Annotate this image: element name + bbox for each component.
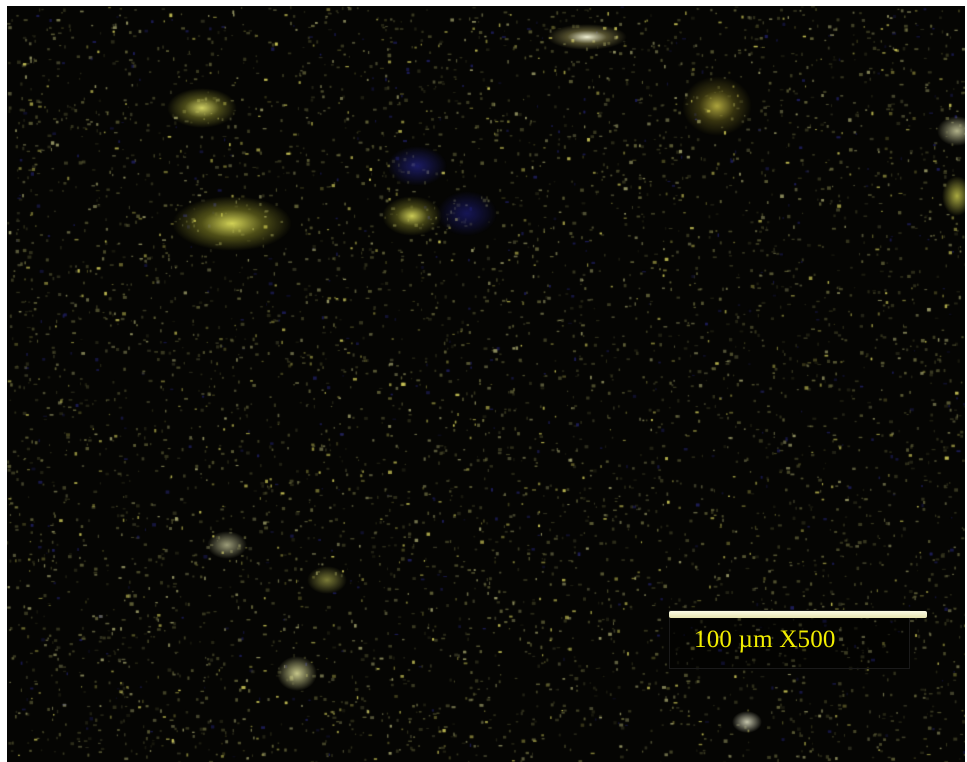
micrograph-texture — [7, 6, 965, 762]
scale-bar — [669, 611, 927, 618]
scale-bar-label: 100 µm X500 — [694, 626, 836, 653]
micrograph-image: 100 µm X500 — [7, 6, 965, 762]
scale-bar-box — [669, 610, 910, 669]
